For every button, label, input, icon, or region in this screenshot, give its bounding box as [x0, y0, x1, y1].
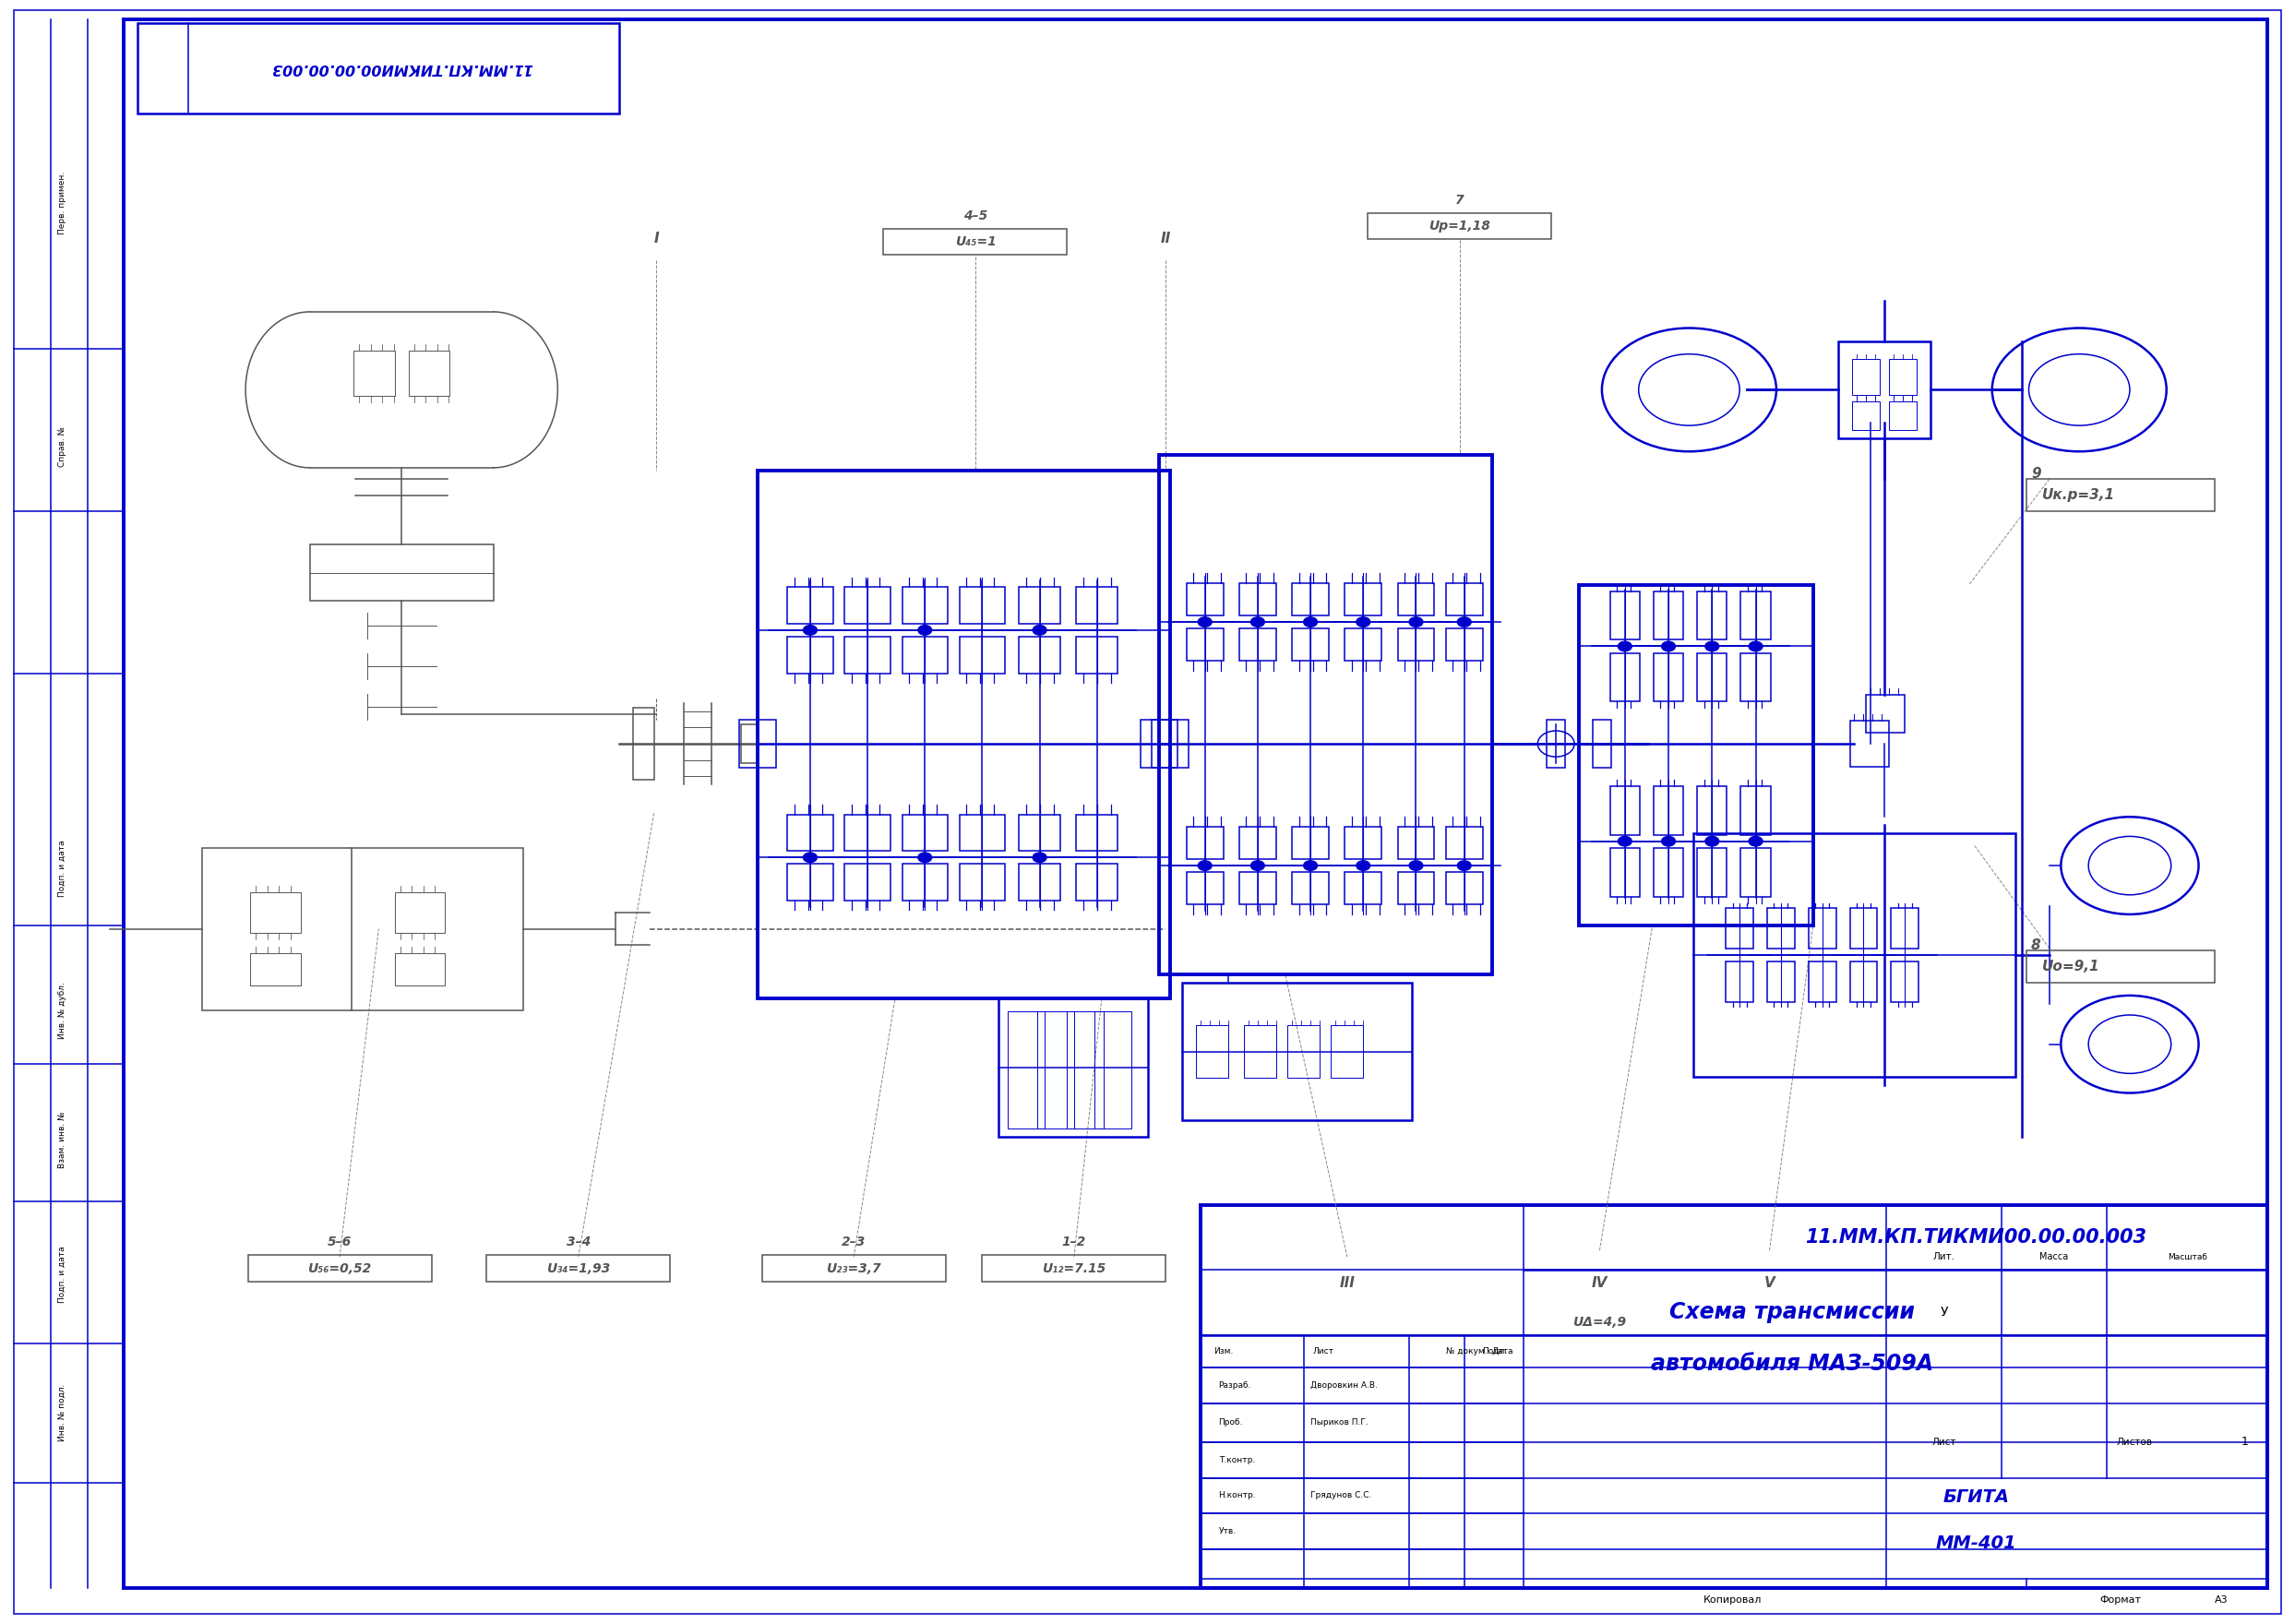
Circle shape [1618, 641, 1632, 651]
Text: ММ-401: ММ-401 [1935, 1535, 2017, 1551]
Circle shape [1749, 641, 1763, 651]
Text: Взам. инв. №: Взам. инв. № [57, 1112, 67, 1168]
Text: 9: 9 [2031, 468, 2040, 481]
Text: Up=1,18: Up=1,18 [1430, 219, 1489, 232]
Text: 4–5: 4–5 [964, 209, 987, 222]
Circle shape [1304, 861, 1317, 870]
Text: U₁₂=7.15: U₁₂=7.15 [1042, 1262, 1106, 1275]
Circle shape [1251, 617, 1265, 627]
Text: 7: 7 [1455, 193, 1464, 206]
Text: U₅₆=0,52: U₅₆=0,52 [308, 1262, 372, 1275]
Text: У: У [1939, 1306, 1948, 1319]
Text: Н.контр.: Н.контр. [1219, 1491, 1255, 1501]
Text: Грядунов С.С.: Грядунов С.С. [1310, 1491, 1372, 1501]
Text: автомобиля МАЗ-509А: автомобиля МАЗ-509А [1650, 1353, 1935, 1376]
Circle shape [1356, 617, 1370, 627]
Text: 5–6: 5–6 [328, 1236, 351, 1249]
Text: U₄₅=1: U₄₅=1 [955, 235, 996, 248]
Text: Изм.: Изм. [1214, 1346, 1235, 1356]
Text: Листов: Листов [2116, 1437, 2153, 1447]
Text: IV: IV [1593, 1276, 1606, 1289]
Circle shape [1198, 861, 1212, 870]
Text: Подп. и дата: Подп. и дата [57, 1246, 67, 1304]
Text: III: III [1340, 1276, 1354, 1289]
Text: Лит.: Лит. [1932, 1252, 1955, 1262]
Circle shape [1457, 617, 1471, 627]
Text: UΔ=4,9: UΔ=4,9 [1572, 1315, 1627, 1328]
Circle shape [1705, 836, 1719, 846]
Text: БГИТА: БГИТА [1944, 1489, 2008, 1505]
Text: Инв. № дубл.: Инв. № дубл. [57, 981, 67, 1039]
Text: 3–4: 3–4 [567, 1236, 590, 1249]
Text: Масса: Масса [2040, 1252, 2068, 1262]
Text: Разраб.: Разраб. [1219, 1380, 1251, 1390]
Text: Перв. примен.: Перв. примен. [57, 172, 67, 234]
Text: U₃₄=1,93: U₃₄=1,93 [546, 1262, 610, 1275]
Circle shape [803, 853, 817, 862]
Text: Т.контр.: Т.контр. [1219, 1455, 1255, 1465]
Text: I: I [654, 232, 659, 245]
Text: 11.ММ.КП.ТИКМИ00.00.00.003: 11.ММ.КП.ТИКМИ00.00.00.003 [271, 62, 532, 75]
Circle shape [803, 625, 817, 635]
Text: Лист: Лист [1932, 1437, 1955, 1447]
Text: Uк.р=3,1: Uк.р=3,1 [2043, 489, 2116, 502]
Circle shape [1749, 836, 1763, 846]
Text: Uо=9,1: Uо=9,1 [2043, 960, 2100, 973]
Text: Масштаб: Масштаб [2166, 1252, 2208, 1262]
Text: Справ. №: Справ. № [57, 427, 67, 468]
Circle shape [1033, 625, 1047, 635]
Circle shape [1618, 836, 1632, 846]
Circle shape [1662, 836, 1675, 846]
Circle shape [1356, 861, 1370, 870]
Text: U₂₃=3,7: U₂₃=3,7 [826, 1262, 881, 1275]
Text: 1: 1 [2240, 1436, 2249, 1449]
Text: Схема трансмиссии: Схема трансмиссии [1671, 1301, 1914, 1324]
Text: Проб.: Проб. [1219, 1418, 1244, 1427]
Text: Инв. № подл.: Инв. № подл. [57, 1384, 67, 1442]
Text: А3: А3 [2215, 1595, 2228, 1605]
Text: V: V [1765, 1276, 1774, 1289]
Text: Дворовкин А.В.: Дворовкин А.В. [1310, 1380, 1377, 1390]
Text: Формат: Формат [2100, 1595, 2141, 1605]
Text: № докум.: № докум. [1446, 1346, 1487, 1356]
Circle shape [1457, 861, 1471, 870]
Text: Подп.: Подп. [1483, 1346, 1508, 1356]
Text: 2–3: 2–3 [842, 1236, 865, 1249]
Text: Пыриков П.Г.: Пыриков П.Г. [1310, 1418, 1368, 1427]
Circle shape [1304, 617, 1317, 627]
Text: Утв.: Утв. [1219, 1527, 1237, 1536]
Circle shape [1033, 853, 1047, 862]
Text: 1–2: 1–2 [1063, 1236, 1086, 1249]
Text: Дата: Дата [1492, 1346, 1512, 1356]
Text: 8: 8 [2031, 939, 2040, 952]
Circle shape [1705, 641, 1719, 651]
Text: 11.ММ.КП.ТИКМИ00.00.00.003: 11.ММ.КП.ТИКМИ00.00.00.003 [1806, 1228, 2146, 1247]
Text: Лист: Лист [1313, 1346, 1333, 1356]
Text: Копировал: Копировал [1703, 1595, 1763, 1605]
Circle shape [1198, 617, 1212, 627]
Text: Подп. и дата: Подп. и дата [57, 840, 67, 898]
Circle shape [1409, 861, 1423, 870]
Circle shape [1251, 861, 1265, 870]
Circle shape [918, 625, 932, 635]
Circle shape [1662, 641, 1675, 651]
Circle shape [918, 853, 932, 862]
Circle shape [1409, 617, 1423, 627]
Text: II: II [1161, 232, 1170, 245]
